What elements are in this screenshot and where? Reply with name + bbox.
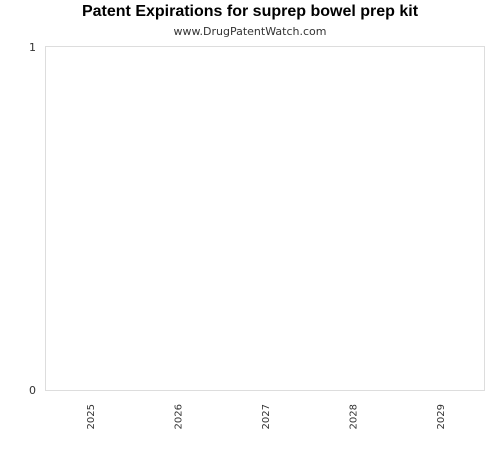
- x-tick-label: 2029: [436, 404, 447, 429]
- y-axis: 01: [29, 41, 36, 397]
- chart-title: Patent Expirations for suprep bowel prep…: [81, 3, 419, 20]
- x-tick-label: 2026: [173, 404, 184, 429]
- chart-subtitle: www.DrugPatentWatch.com: [173, 25, 327, 38]
- x-axis: 2025 2026 2027 2028 2029: [86, 404, 447, 429]
- x-tick-label: 2025: [86, 404, 97, 429]
- plot-area: [45, 46, 485, 391]
- x-tick-label: 2027: [261, 404, 272, 429]
- y-tick-label: 0: [29, 384, 36, 397]
- x-tick-label: 2028: [349, 404, 360, 429]
- y-tick-label: 1: [29, 41, 36, 54]
